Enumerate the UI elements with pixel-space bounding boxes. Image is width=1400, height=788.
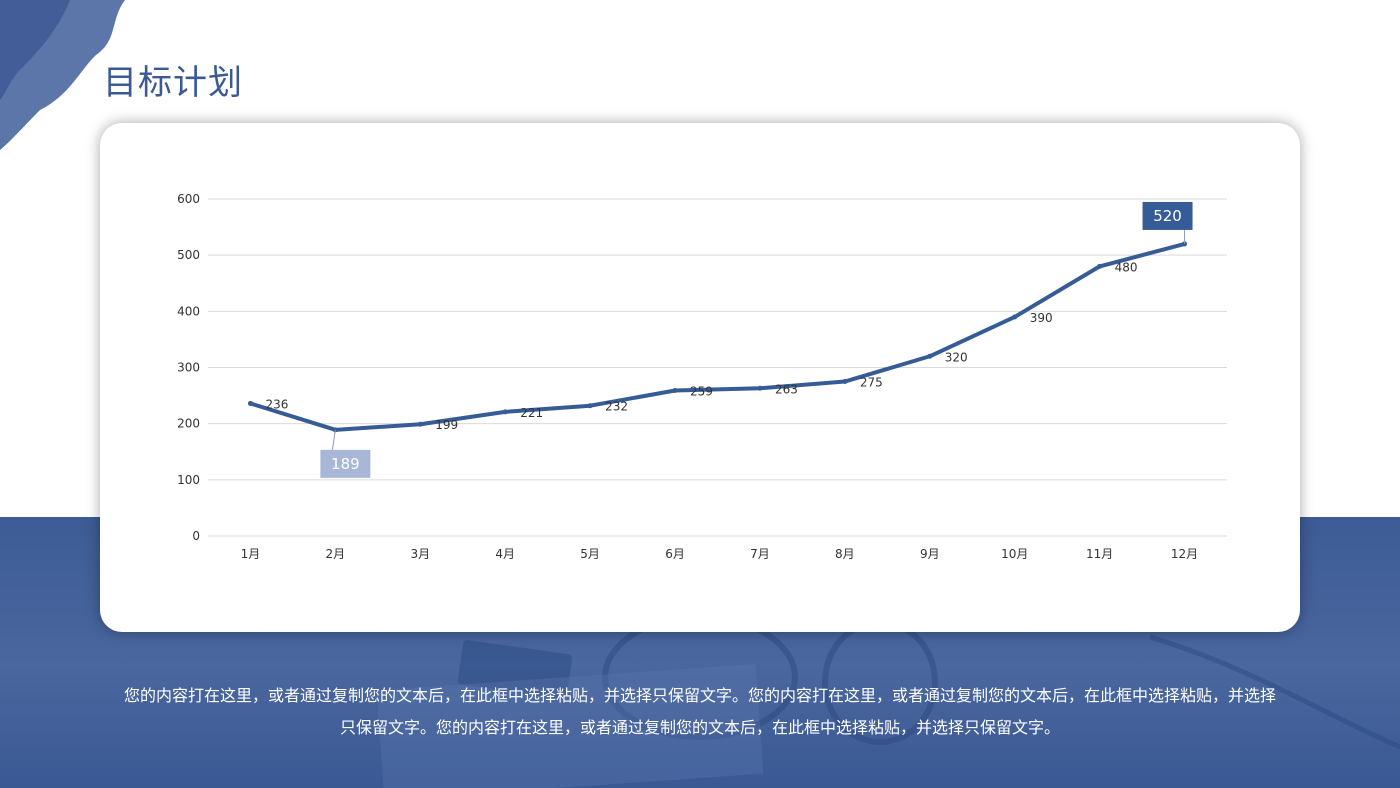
y-tick-label: 200 [177, 417, 200, 431]
y-tick-label: 500 [177, 248, 200, 262]
data-label: 390 [1030, 311, 1053, 325]
x-tick-label: 8月 [835, 547, 855, 561]
y-tick-label: 300 [177, 361, 200, 375]
data-label: 520 [1153, 207, 1182, 225]
x-tick-label: 10月 [1001, 547, 1028, 561]
y-tick-label: 100 [177, 473, 200, 487]
x-tick-label: 5月 [580, 547, 600, 561]
data-point [1097, 263, 1103, 269]
caption-text: 您的内容打在这里，或者通过复制您的文本后，在此框中选择粘贴，并选择只保留文字。您… [123, 686, 1276, 737]
data-point [417, 421, 423, 427]
data-point [927, 353, 933, 359]
data-label: 236 [265, 397, 288, 411]
data-point [587, 403, 593, 409]
page-title: 目标计划 [103, 63, 243, 103]
callout-box [320, 449, 371, 478]
x-tick-label: 6月 [665, 547, 685, 561]
data-label: 199 [435, 418, 458, 432]
data-label: 263 [775, 382, 798, 396]
y-tick-label: 600 [177, 192, 200, 206]
brush-decoration [0, 0, 125, 150]
data-point [247, 400, 253, 406]
x-tick-label: 4月 [495, 547, 515, 561]
desk-photo-decoration [376, 614, 1400, 788]
data-label: 259 [690, 385, 713, 399]
data-point [757, 385, 763, 391]
x-tick-label: 12月 [1171, 547, 1198, 561]
x-tick-label: 7月 [750, 547, 770, 561]
callout-box [1142, 201, 1193, 230]
line-chart: 0 100 200 300 400 500 600 1月 2月 3月 4月 5月 6月 7月 8月 9月 10月… [177, 192, 1227, 561]
data-label: 480 [1115, 260, 1138, 274]
data-point [1012, 314, 1018, 320]
data-point [672, 388, 678, 394]
data-label: 275 [860, 376, 883, 390]
data-point [842, 379, 848, 385]
chart-card: 0 100 200 300 400 500 600 1月 2月 3月 4月 5月 6月 7月 8月 9月 10月… [100, 123, 1300, 632]
series-line [248, 241, 1187, 432]
x-tick-label: 1月 [241, 547, 261, 561]
data-label: 221 [520, 406, 543, 420]
y-tick-label: 400 [177, 304, 200, 318]
data-label: 320 [945, 350, 968, 364]
data-label: 232 [605, 400, 628, 414]
x-tick-label: 3月 [410, 547, 430, 561]
x-tick-label: 2月 [326, 547, 346, 561]
callout-leader [331, 429, 336, 450]
x-tick-label: 11月 [1086, 547, 1113, 561]
data-label: 189 [331, 455, 360, 473]
data-point [502, 409, 508, 415]
y-tick-label: 0 [192, 529, 200, 543]
x-tick-label: 9月 [920, 547, 940, 561]
